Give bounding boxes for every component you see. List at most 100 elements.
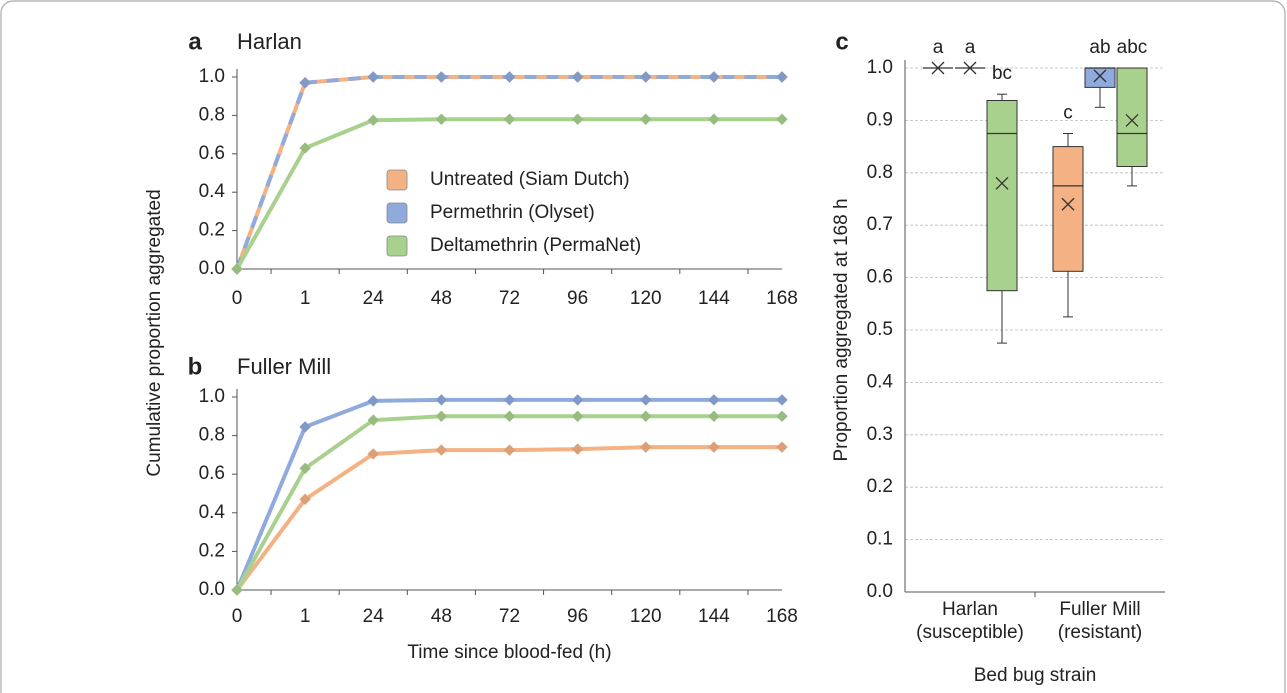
significance-label: ab [1089, 37, 1110, 58]
panel-title: Fuller Mill [237, 354, 331, 379]
marker [708, 71, 720, 83]
legend-label: Deltamethrin (PermaNet) [430, 235, 641, 256]
marker [299, 77, 311, 89]
marker [776, 71, 788, 83]
x-tick-label: Fuller Mill [1059, 599, 1140, 620]
y-tick-label: 0.1 [867, 529, 893, 550]
box [1116, 67, 1148, 168]
x-tick-label: 48 [431, 288, 452, 309]
y-tick-label: 0.2 [199, 540, 225, 561]
marker [367, 448, 379, 460]
marker [367, 71, 379, 83]
marker [503, 444, 516, 456]
mean-marker [963, 61, 977, 75]
marker [435, 394, 448, 406]
marker [231, 263, 243, 275]
x-tick-label: 24 [363, 606, 385, 627]
significance-label: c [1063, 103, 1073, 124]
legend-label: Permethrin (Olyset) [430, 202, 595, 223]
legend-swatch [386, 235, 408, 257]
marker [571, 71, 584, 83]
marker [367, 395, 379, 407]
marker [367, 114, 379, 126]
legend-swatch [386, 202, 408, 224]
y-tick-label: 0.8 [199, 425, 225, 446]
marker [503, 394, 516, 406]
x-tick-label: 48 [431, 606, 452, 627]
marker [640, 441, 652, 453]
marker [299, 493, 311, 505]
marker [708, 410, 720, 423]
y-tick-label: 0.6 [199, 463, 225, 484]
y-tick-label: 0.0 [867, 581, 893, 602]
marker [299, 142, 311, 154]
mean-marker [1125, 113, 1139, 127]
marker [571, 443, 584, 455]
y-tick-label: 0.4 [199, 502, 226, 523]
x-tick-label: 168 [766, 606, 798, 627]
y-tick-label: 0.8 [867, 162, 893, 183]
mean-marker [931, 61, 945, 75]
x-tick-label: 120 [630, 606, 662, 627]
x-tick-label: 1 [300, 606, 311, 627]
y-tick-label: 0.8 [199, 104, 225, 125]
x-tick-label: 96 [567, 606, 588, 627]
marker [299, 462, 311, 475]
y-axis-label: Cumulative proportion aggregated [144, 189, 165, 476]
x-tick-label: 144 [698, 606, 730, 627]
y-tick-label: 0.6 [867, 267, 893, 288]
marker [299, 421, 311, 433]
marker [435, 444, 448, 456]
panel-label: b [188, 353, 203, 380]
x-tick-label: Harlan [942, 599, 998, 620]
y-tick-label: 1.0 [867, 57, 893, 78]
legend-label: Untreated (Siam Dutch) [430, 169, 630, 190]
x-axis-label: Bed bug strain [974, 665, 1097, 686]
significance-label: a [933, 37, 944, 58]
x-tick-label: 168 [766, 288, 798, 309]
y-tick-label: 0.0 [199, 258, 225, 279]
marker [776, 113, 788, 125]
y-tick-label: 0.3 [867, 424, 893, 445]
marker [571, 113, 584, 125]
marker [435, 71, 448, 83]
box [1052, 146, 1084, 272]
marker [708, 394, 720, 406]
marker [435, 410, 448, 423]
x-tick-label: 72 [499, 288, 520, 309]
box [1084, 67, 1116, 88]
y-tick-label: 0.4 [867, 371, 894, 392]
marker [503, 410, 516, 423]
y-tick-label: 1.0 [199, 386, 225, 407]
y-tick-label: 0.5 [867, 319, 893, 340]
marker [708, 441, 720, 453]
significance-label: abc [1117, 37, 1148, 58]
y-tick-label: 0.7 [867, 214, 893, 235]
panel-label: c [835, 28, 848, 55]
mean-marker [995, 176, 1009, 190]
marker [640, 113, 652, 125]
x-axis-label: Time since blood-fed (h) [407, 642, 611, 663]
y-tick-label: 0.2 [199, 220, 225, 241]
significance-label: a [965, 37, 976, 58]
marker [435, 113, 448, 125]
x-tick-label: 144 [698, 288, 730, 309]
box [986, 99, 1018, 292]
x-tick-label: 120 [630, 288, 662, 309]
marker [367, 414, 379, 426]
marker [776, 441, 788, 453]
mean-marker [1061, 197, 1075, 211]
marker [503, 113, 516, 125]
marker [708, 113, 720, 125]
y-tick-label: 1.0 [199, 66, 225, 87]
y-tick-label: 0.6 [199, 143, 225, 164]
x-tick-label: 24 [363, 288, 385, 309]
x-tick-label: 96 [567, 288, 588, 309]
mean-marker [1093, 69, 1107, 83]
y-tick-label: 0.2 [867, 476, 893, 497]
marker [503, 71, 516, 83]
x-tick-label: 0 [232, 288, 243, 309]
marker [571, 410, 584, 423]
